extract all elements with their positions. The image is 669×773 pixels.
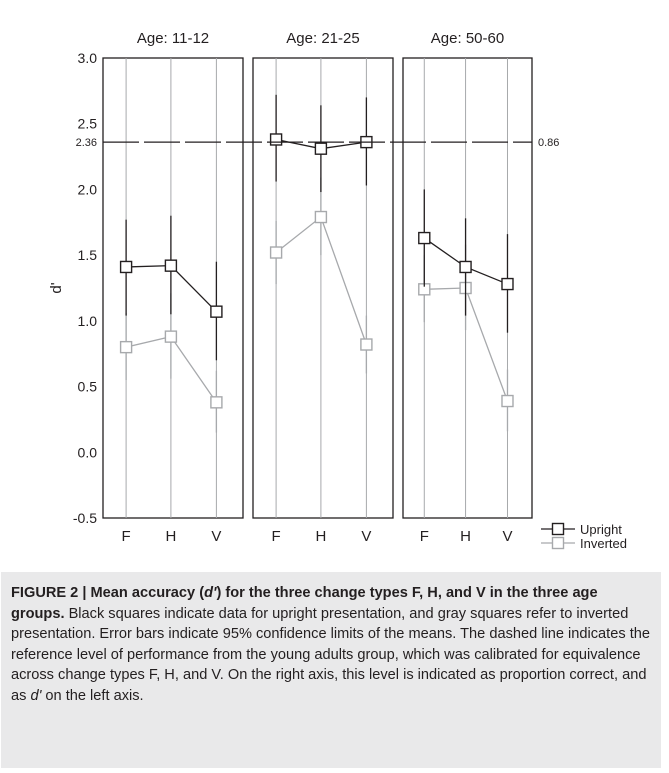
x-tick-label: V [502,528,512,545]
y-tick-label: 2.5 [78,116,98,132]
reference-left-label: 2.36 [76,137,97,149]
data-point [119,340,133,354]
y-tick-label: 0.0 [78,444,98,460]
y-tick-label: 1.0 [78,313,98,329]
y-tick-label: 2.0 [78,181,98,197]
panel-2: Age: 21-25 F H V [252,30,394,545]
caption-title: FIGURE 2 | Mean accuracy (d') for the th… [11,585,598,622]
y-tick-label: 1.5 [78,247,98,263]
legend-marker [551,536,565,550]
caption-text-part-2: on the left axis. [41,687,144,704]
series-upright [269,94,373,193]
panel-3: Age: 50-60 F H V [402,30,533,545]
y-tick-label: 0.5 [78,379,98,395]
x-tick-label: H [315,528,326,545]
x-tick-label: H [460,528,471,545]
legend-label: Inverted [580,536,627,551]
data-point [210,305,223,318]
caption-text-part-1: Black squares indicate data for upright … [11,605,650,704]
panel-frame [402,57,533,519]
data-point [501,394,514,408]
legend-marker [551,522,565,536]
caption-title-part-2: ) for the three change types F, H, and V… [11,585,598,622]
caption-text-italic: d' [30,687,42,704]
data-point [314,142,328,155]
data-point [164,330,178,343]
x-tick-label: F [272,528,281,545]
data-point [210,396,223,409]
series-inverted [119,293,223,433]
data-point [314,210,328,224]
panel-title: Age: 21-25 [286,30,359,47]
data-point [164,259,178,272]
caption-title-italic: d' [204,585,217,601]
data-point [459,260,472,274]
chart: -0.5 0.0 0.5 1.0 1.5 2.0 2.5 3.0 d' 2.36 0.86 Age: … [48,30,627,551]
y-tick-label: -0.5 [73,510,97,526]
data-point [269,246,283,259]
series-upright [418,189,514,333]
y-tick-label: 3.0 [78,50,98,66]
series-inverted [269,177,373,374]
x-tick-label: V [211,528,221,545]
data-point [269,133,283,146]
data-point [418,231,431,245]
panel-title: Age: 11-12 [137,30,209,47]
data-point [360,338,373,351]
reference-right-label: 0.86 [538,137,559,149]
x-tick-label: H [165,528,176,545]
x-tick-label: F [420,528,429,545]
caption-title-part-1: FIGURE 2 | Mean accuracy ( [11,585,205,601]
x-tick-label: V [361,528,371,545]
x-tick-label: F [122,528,131,545]
data-point [119,260,133,274]
panel-frame [102,57,244,519]
data-point [501,277,514,291]
panel-1: Age: 11-12 F H V [102,30,244,545]
y-axis-label: d' [48,282,65,293]
panel-title: Age: 50-60 [431,30,504,47]
figure-caption: FIGURE 2 | Mean accuracy (d') for the th… [1,572,661,768]
series-upright [119,215,223,361]
panel-frame [252,57,394,519]
legend-label: Upright [580,522,622,537]
